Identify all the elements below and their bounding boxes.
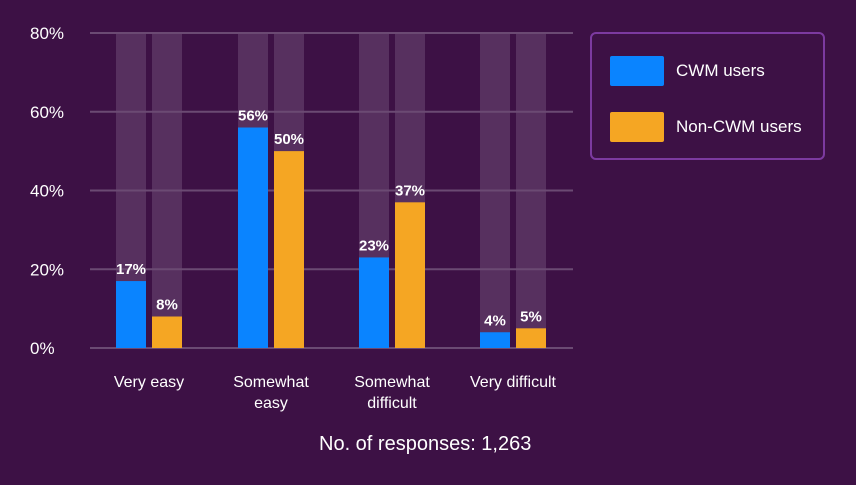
bar — [274, 151, 304, 348]
x-tick-label: Somewhat difficult — [354, 374, 430, 412]
y-tick-label: 0% — [30, 339, 55, 358]
legend-item-cwm-users: CWM users — [610, 56, 765, 86]
data-label: 23% — [359, 237, 389, 254]
legend-label-cwm-users: CWM users — [676, 61, 765, 80]
data-label: 50% — [274, 131, 304, 148]
x-tick-label: Somewhat easy — [233, 374, 309, 412]
y-tick-label: 20% — [30, 260, 64, 279]
bar — [238, 127, 268, 348]
data-label: 56% — [238, 108, 268, 125]
y-tick-label: 40% — [30, 182, 64, 201]
data-label: 17% — [116, 261, 146, 278]
bar — [480, 332, 510, 348]
data-label: 8% — [156, 297, 178, 314]
data-label: 5% — [520, 308, 542, 325]
data-label: 4% — [484, 312, 506, 329]
bar — [116, 281, 146, 348]
x-tick-label: Very easy — [114, 374, 184, 391]
bar — [359, 257, 389, 348]
legend-swatch-non-cwm-users — [610, 112, 664, 142]
bar — [395, 202, 425, 348]
bar — [516, 328, 546, 348]
bar — [152, 316, 182, 348]
y-tick-label: 60% — [30, 103, 64, 122]
legend-item-non-cwm-users: Non-CWM users — [610, 112, 802, 142]
legend-label-non-cwm-users: Non-CWM users — [676, 117, 802, 136]
data-label: 37% — [395, 182, 425, 199]
x-tick-label: Very difficult — [470, 374, 557, 391]
y-tick-label: 80% — [30, 24, 64, 43]
responses-footnote: No. of responses: 1,263 — [319, 433, 532, 455]
legend: CWM users Non-CWM users — [590, 32, 825, 160]
legend-swatch-cwm-users — [610, 56, 664, 86]
